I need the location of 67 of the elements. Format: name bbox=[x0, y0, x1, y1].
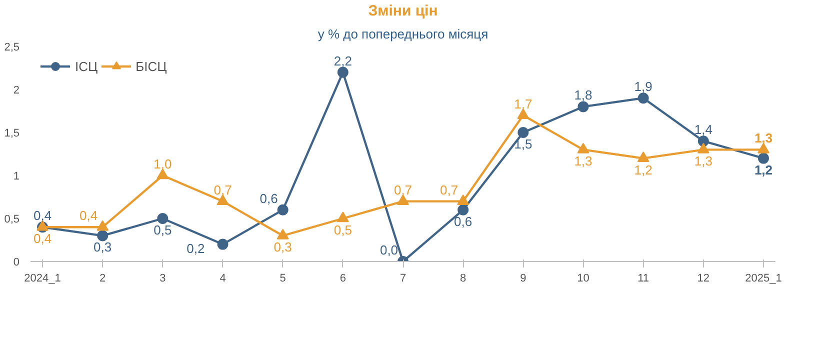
x-tick-label: 6 bbox=[340, 272, 346, 284]
data-label: 1,2 bbox=[754, 162, 773, 178]
point bbox=[457, 194, 470, 205]
legend-label: ІСЦ bbox=[75, 58, 98, 74]
y-tick-label: 1,5 bbox=[4, 128, 20, 140]
x-tick-label: 12 bbox=[697, 272, 710, 284]
chart-subtitle: у % до попереднього місяця bbox=[318, 26, 488, 42]
point bbox=[638, 92, 649, 104]
x-tick-label: 2 bbox=[100, 272, 106, 284]
point bbox=[757, 142, 770, 154]
x-tick-label: 2024_1 bbox=[24, 272, 61, 284]
point bbox=[458, 204, 469, 216]
point bbox=[96, 220, 109, 231]
data-label: 1,0 bbox=[154, 156, 172, 172]
data-label: 0,5 bbox=[334, 222, 352, 238]
point bbox=[277, 204, 288, 216]
data-label: 0,6 bbox=[260, 190, 278, 206]
x-tick-label: 7 bbox=[400, 272, 406, 284]
data-label: 0,7 bbox=[214, 182, 232, 198]
data-label: 1,7 bbox=[514, 96, 532, 112]
x-tick-label: 4 bbox=[220, 272, 226, 284]
y-tick-label: 2 bbox=[13, 84, 20, 96]
data-label: 0,3 bbox=[94, 240, 112, 255]
x-tick-label: 10 bbox=[577, 272, 590, 284]
y-tick-label: 2,5 bbox=[4, 42, 20, 54]
data-label: 1,3 bbox=[574, 154, 592, 169]
point bbox=[758, 152, 769, 164]
data-label: 1,9 bbox=[634, 79, 652, 94]
data-label: 1,3 bbox=[754, 130, 773, 146]
point bbox=[637, 151, 650, 162]
point bbox=[337, 66, 348, 78]
data-label: 0,7 bbox=[440, 182, 458, 198]
x-tick-label: 3 bbox=[160, 272, 166, 284]
data-label: 0,0 bbox=[380, 242, 398, 258]
point bbox=[577, 142, 590, 154]
point bbox=[698, 136, 709, 147]
data-label: 0,3 bbox=[274, 240, 292, 255]
data-label: 0,4 bbox=[33, 208, 52, 224]
data-label: 0,4 bbox=[80, 208, 98, 224]
chart-title: Зміни цін bbox=[368, 2, 438, 20]
x-tick-label: 9 bbox=[520, 272, 526, 284]
y-tick-label: 0 bbox=[13, 256, 20, 268]
x-tick-label: 5 bbox=[280, 272, 286, 284]
point bbox=[578, 101, 589, 112]
data-label: 2,2 bbox=[334, 53, 352, 68]
data-label: 0,2 bbox=[186, 240, 205, 256]
y-tick-label: 0,5 bbox=[4, 214, 20, 226]
data-label: 1,3 bbox=[694, 154, 712, 169]
point bbox=[697, 142, 710, 154]
point bbox=[156, 168, 169, 180]
y-tick-label: 1 bbox=[13, 170, 20, 182]
data-label: 0,7 bbox=[394, 182, 412, 198]
data-label: 0,6 bbox=[454, 214, 472, 229]
point bbox=[157, 213, 168, 224]
point bbox=[336, 212, 349, 222]
x-tick-label: 2025_1 bbox=[745, 272, 782, 284]
point bbox=[276, 228, 289, 240]
legend-label: БІСЦ bbox=[136, 58, 167, 74]
data-label: 0,4 bbox=[33, 231, 52, 246]
x-tick-label: 8 bbox=[460, 272, 466, 284]
data-label: 1,2 bbox=[634, 162, 652, 178]
data-label: 1,4 bbox=[694, 122, 712, 138]
point bbox=[397, 194, 409, 205]
x-tick-label: 11 bbox=[638, 272, 650, 284]
data-label: 1,8 bbox=[574, 88, 592, 103]
point bbox=[518, 127, 529, 138]
data-label: 0,5 bbox=[154, 222, 172, 238]
